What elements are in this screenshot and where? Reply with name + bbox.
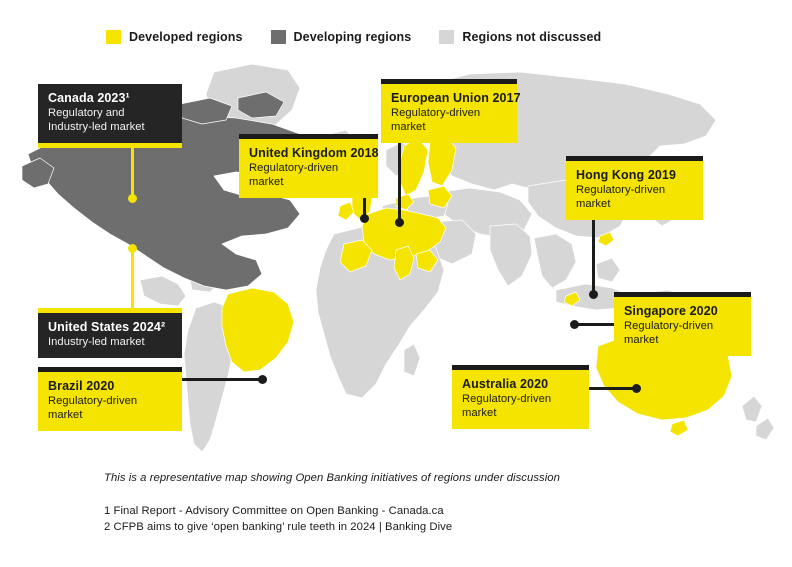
source-line-1: 1 Final Report - Advisory Committee on O… (104, 505, 444, 517)
callout-hong-kong-title: Hong Kong 2019 (576, 168, 677, 182)
leader-dot-australia (632, 384, 641, 393)
source-line-2: 2 CFPB aims to give ‘open banking’ rule … (104, 521, 453, 534)
source-list: 1 Final Report - Advisory Committee on O… (104, 503, 724, 536)
dark-gray-swatch-icon (270, 30, 286, 44)
leader-line-european-union (398, 127, 401, 221)
callout-australia-title: Australia 2020 (462, 377, 549, 391)
leader-line-hong-kong (592, 204, 595, 294)
leader-line-united-states (131, 247, 134, 309)
legend-label-developed: Developed regions (129, 30, 243, 44)
callout-united-kingdom-title: United Kingdom 2018 (249, 146, 379, 160)
callout-australia-subtitle: Regulatory-driven market (462, 393, 552, 419)
legend-label-not-discussed: Regions not discussed (462, 30, 602, 44)
leader-dot-brazil (258, 375, 267, 384)
callout-hong-kong-rule (566, 156, 703, 161)
legend-label-developing: Developing regions (293, 30, 412, 44)
callout-united-kingdom-rule (239, 134, 378, 139)
leader-dot-singapore (570, 320, 579, 329)
legend: Developed regions Developing regions Reg… (106, 27, 601, 47)
callout-canada-subtitle: Regulatory and Industry-led market (48, 107, 145, 133)
callout-united-states-rule (38, 308, 182, 313)
legend-item-not-discussed: Regions not discussed (439, 30, 601, 44)
callout-singapore-subtitle: Regulatory-driven market (624, 320, 714, 346)
callout-canada-title: Canada 2023¹ (48, 91, 130, 105)
callout-united-states-title: United States 2024² (48, 320, 166, 334)
legend-item-developing: Developing regions (270, 30, 412, 44)
callout-singapore-title: Singapore 2020 (624, 304, 718, 318)
callout-european-union-subtitle: Regulatory-driven market (391, 107, 481, 133)
callout-australia[interactable]: Australia 2020 Regulatory-driven market (452, 365, 589, 429)
leader-line-brazil (180, 378, 262, 381)
callout-australia-rule (452, 365, 589, 370)
footnotes: This is a representative map showing Ope… (104, 472, 724, 536)
leader-line-singapore (575, 323, 615, 326)
map-disclaimer-note: This is a representative map showing Ope… (104, 472, 560, 484)
callout-european-union[interactable]: European Union 2017 Regulatory-driven ma… (381, 79, 521, 143)
light-gray-swatch-icon (439, 30, 455, 44)
leader-line-australia (584, 387, 636, 390)
callout-united-states-subtitle: Industry-led market (48, 336, 145, 349)
callout-brazil[interactable]: Brazil 2020 Regulatory-driven market (38, 367, 182, 431)
callout-hong-kong-subtitle: Regulatory-driven market (576, 184, 666, 210)
callout-canada-rule (38, 142, 182, 148)
leader-dot-hong-kong (589, 290, 598, 299)
leader-dot-united-states (128, 244, 137, 253)
callout-european-union-title: European Union 2017 (391, 91, 521, 105)
callout-brazil-subtitle: Regulatory-driven market (48, 395, 138, 421)
callout-canada[interactable]: Canada 2023¹ Regulatory and Industry-led… (38, 84, 182, 148)
callout-united-states[interactable]: United States 2024² Industry-led market (38, 308, 182, 358)
callout-united-kingdom[interactable]: United Kingdom 2018 Regulatory-driven ma… (239, 134, 379, 198)
callout-brazil-rule (38, 367, 182, 372)
callout-united-kingdom-subtitle: Regulatory-driven market (249, 162, 339, 188)
leader-dot-european-union (395, 218, 404, 227)
callout-brazil-title: Brazil 2020 (48, 379, 115, 393)
callout-singapore[interactable]: Singapore 2020 Regulatory-driven market (614, 292, 751, 356)
leader-dot-canada (128, 194, 137, 203)
leader-line-united-kingdom (363, 182, 366, 217)
callout-european-union-rule (381, 79, 517, 84)
leader-dot-united-kingdom (360, 214, 369, 223)
callout-singapore-rule (614, 292, 751, 297)
yellow-swatch-icon (106, 30, 121, 44)
leader-line-canada (131, 130, 134, 198)
legend-item-developed: Developed regions (106, 30, 243, 44)
callout-hong-kong[interactable]: Hong Kong 2019 Regulatory-driven market (566, 156, 703, 220)
